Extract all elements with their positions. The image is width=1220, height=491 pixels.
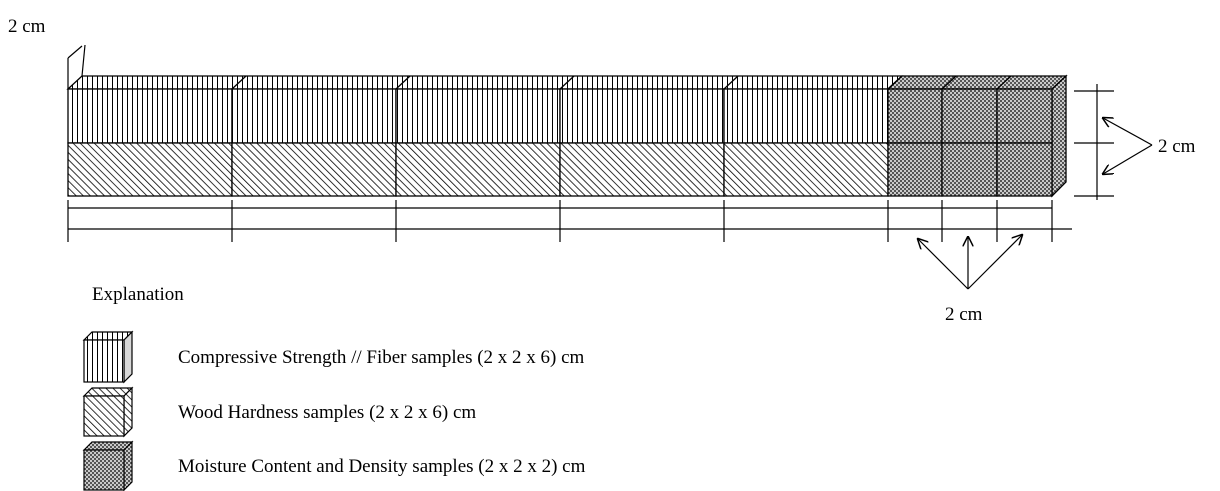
moisture-cube-6 xyxy=(996,142,1053,197)
legend-item-moisture: Moisture Content and Density samples (2 … xyxy=(178,456,586,477)
hardness-sample-3 xyxy=(395,142,561,197)
bottom-arrow-left xyxy=(918,239,969,290)
legend-swatch-checker xyxy=(82,440,134,491)
hardness-sample-2 xyxy=(231,142,397,197)
moisture-cube-2 xyxy=(941,88,998,144)
right-arrow-down xyxy=(1103,144,1153,174)
moisture-cube-3 xyxy=(996,88,1053,144)
compressive-sample-2 xyxy=(231,88,397,144)
bottom-arrow-right xyxy=(967,235,1022,290)
cube-top-face xyxy=(886,75,1068,90)
compressive-sample-1 xyxy=(67,88,233,144)
hardness-sample-1 xyxy=(67,142,233,197)
dimension-lines xyxy=(67,44,1153,290)
moisture-cube-5 xyxy=(941,142,998,197)
sample-block xyxy=(66,74,1068,198)
right-dimension-label: 2 cm xyxy=(1158,136,1196,157)
block-right-face xyxy=(1051,74,1067,198)
legend: Explanation Compressive Strength // Fibe… xyxy=(82,284,586,491)
compressive-sample-4 xyxy=(559,88,725,144)
compressive-sample-5 xyxy=(723,88,889,144)
legend-swatch-diagonal-hatch xyxy=(82,386,134,438)
top-left-dimension-label: 2 cm xyxy=(8,16,46,37)
bottom-dimension-label: 2 cm xyxy=(945,304,983,325)
legend-title: Explanation xyxy=(92,284,184,305)
legend-item-compressive: Compressive Strength // Fiber samples (2… xyxy=(178,347,585,368)
hardness-sample-5 xyxy=(723,142,889,197)
legend-swatch-vertical-lines xyxy=(82,330,134,384)
block-top-face xyxy=(66,75,904,90)
legend-item-hardness: Wood Hardness samples (2 x 2 x 6) cm xyxy=(178,402,476,423)
right-arrow-up xyxy=(1103,118,1153,146)
moisture-cube-1 xyxy=(887,88,943,144)
hardness-sample-4 xyxy=(559,142,725,197)
moisture-cube-4 xyxy=(887,142,943,197)
compressive-sample-3 xyxy=(395,88,561,144)
bottom-ticks xyxy=(67,200,1053,242)
